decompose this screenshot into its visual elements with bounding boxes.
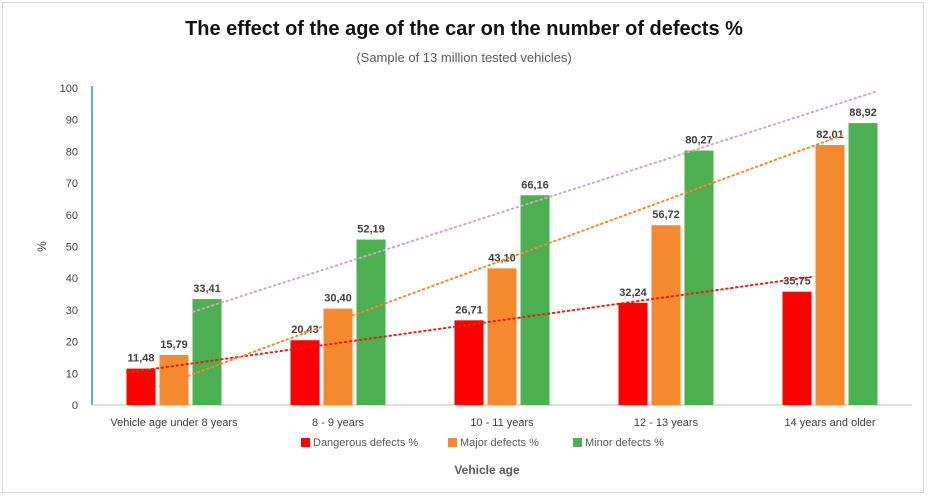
bar	[520, 195, 550, 405]
data-label: 35,75	[783, 276, 811, 288]
data-label: 82,01	[816, 129, 844, 141]
legend-swatch	[301, 438, 310, 447]
data-label: 26,71	[455, 304, 483, 316]
bar	[126, 368, 156, 405]
trendline	[192, 90, 878, 313]
x-tick-label: 14 years and older	[784, 417, 875, 429]
data-label: 56,72	[652, 209, 680, 221]
legend-label: Major defects %	[460, 437, 539, 449]
y-tick-label: 100	[60, 83, 78, 95]
data-label: 32,24	[619, 287, 647, 299]
data-label: 30,40	[324, 293, 352, 305]
bar	[290, 340, 320, 405]
y-tick-label: 20	[66, 337, 78, 349]
x-tick-label: Vehicle age under 8 years	[110, 417, 238, 429]
y-tick-label: 0	[72, 400, 78, 412]
y-tick-label: 80	[66, 146, 78, 158]
legend-label: Dangerous defects %	[313, 437, 418, 449]
trendline	[159, 133, 845, 388]
data-label: 66,16	[521, 179, 549, 191]
data-label: 33,41	[193, 283, 221, 295]
legend-swatch	[573, 438, 582, 447]
chart-title: The effect of the age of the car on the …	[185, 18, 743, 40]
bar	[159, 354, 189, 405]
bar	[356, 239, 386, 405]
bar	[192, 299, 222, 405]
bar	[454, 320, 484, 405]
x-axis-label: Vehicle age	[454, 463, 520, 477]
y-tick-label: 30	[66, 305, 78, 317]
bar	[684, 150, 714, 405]
data-label: 52,19	[357, 224, 385, 236]
legend-swatch	[448, 438, 457, 447]
bar	[323, 308, 353, 405]
bar	[815, 145, 845, 405]
x-tick-label: 12 - 13 years	[634, 417, 699, 429]
y-axis-label: %	[35, 241, 49, 252]
data-label: 43,10	[488, 252, 516, 264]
chart-subtitle: (Sample of 13 million tested vehicles)	[356, 50, 572, 65]
bar	[618, 302, 648, 405]
y-tick-label: 60	[66, 210, 78, 222]
x-tick-label: 10 - 11 years	[470, 417, 534, 429]
y-tick-label: 40	[66, 273, 78, 285]
data-label: 11,48	[128, 353, 155, 365]
bar	[487, 268, 517, 405]
y-tick-label: 10	[66, 368, 78, 380]
bar	[651, 225, 681, 405]
data-label: 80,27	[685, 135, 713, 147]
bar	[782, 291, 812, 405]
bar	[848, 123, 878, 405]
y-tick-label: 70	[66, 178, 78, 190]
y-tick-label: 90	[66, 115, 78, 127]
data-label: 88,92	[849, 107, 877, 119]
x-tick-label: 8 - 9 years	[312, 417, 364, 429]
data-label: 20,43	[291, 324, 319, 336]
legend-label: Minor defects %	[585, 437, 664, 449]
y-tick-label: 50	[66, 242, 78, 254]
data-label: 15,79	[160, 339, 188, 351]
